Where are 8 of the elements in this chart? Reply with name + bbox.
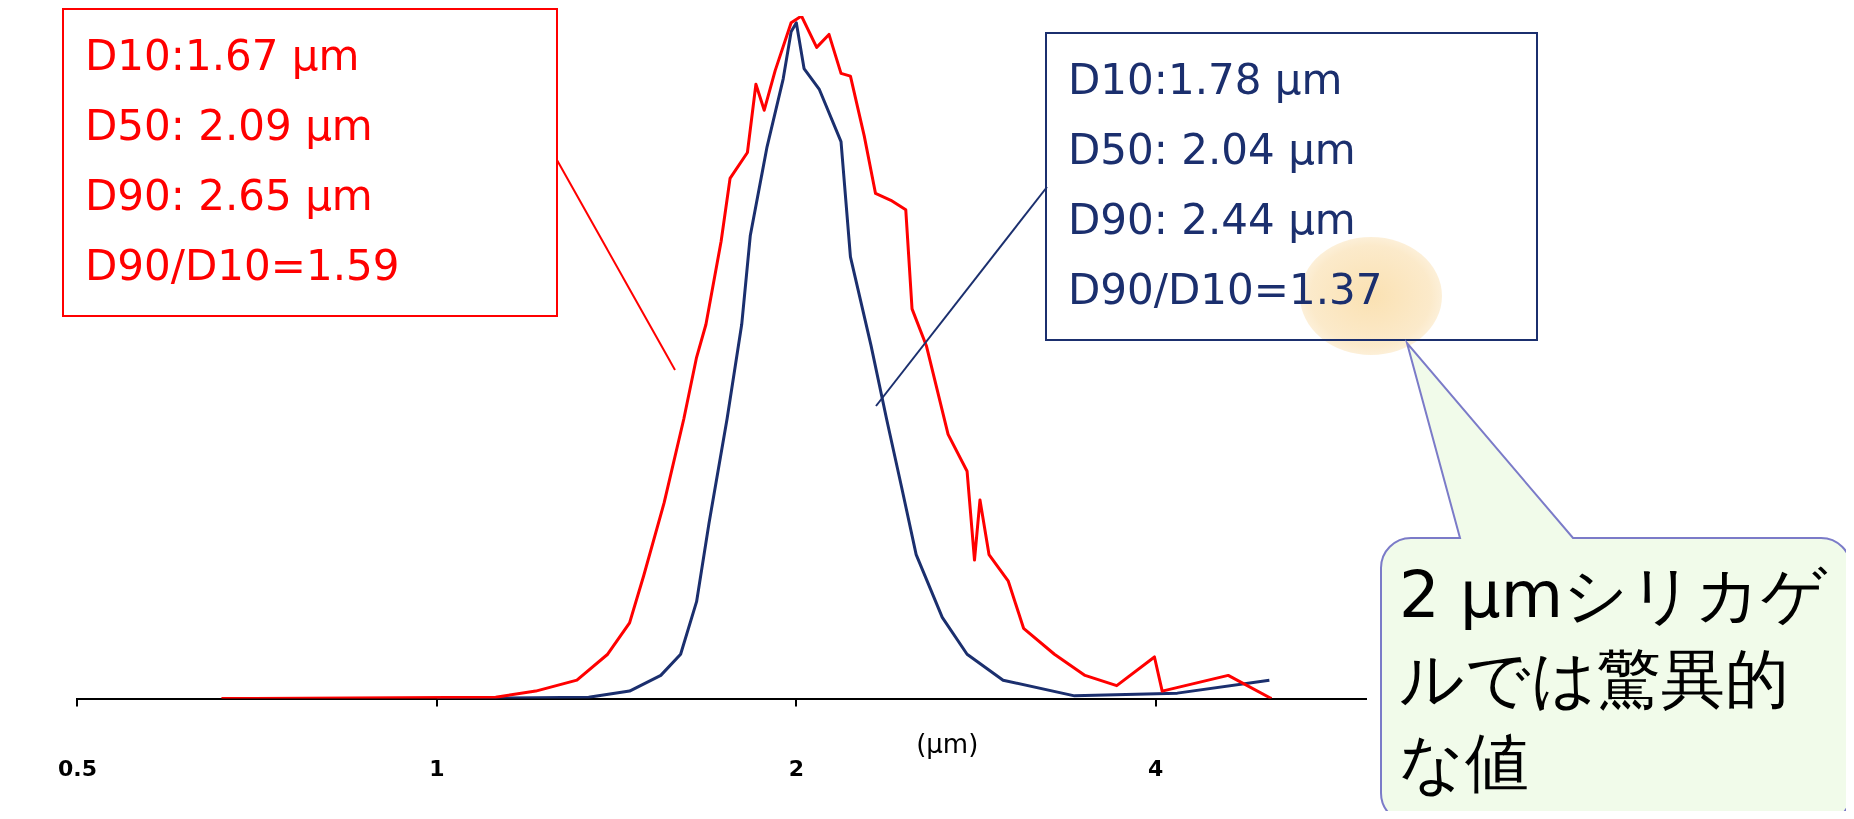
x-tick-label: 2 xyxy=(788,755,804,781)
annotation: D10:1.67 μm D50: 2.09 μm D90: 2.65 μm D90/D10=1.59 xyxy=(85,30,400,290)
x-tick-label: 1 xyxy=(429,755,445,781)
x-tick-label: 4 xyxy=(1148,755,1164,781)
x-axis-title: (μm) xyxy=(916,729,979,760)
x-tick-label: 0.5 xyxy=(57,755,97,781)
text: 2 μmシリカゲルでは驚異的な値 xyxy=(1399,557,1829,800)
annotation: D10:1.78 μm D50: 2.04 μm D90: 2.44 μm D90/D10=1.37 xyxy=(1068,54,1383,314)
